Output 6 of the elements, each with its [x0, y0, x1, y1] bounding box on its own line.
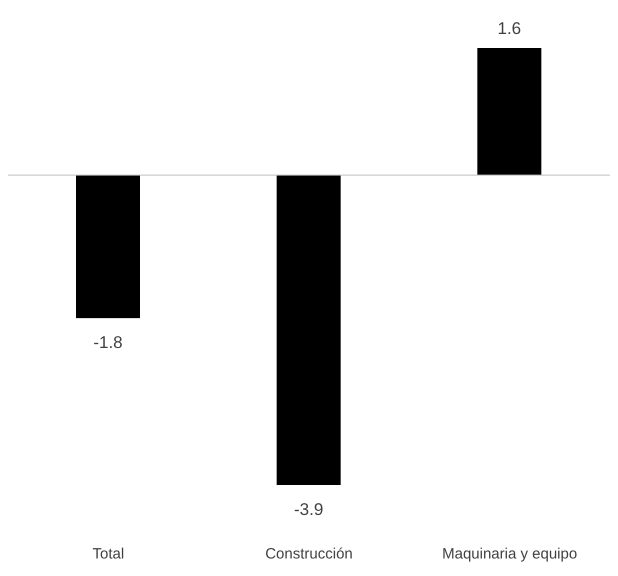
x-tick-label: Construcción — [265, 546, 353, 563]
x-tick-label: Maquinaria y equipo — [442, 546, 578, 563]
data-label: -3.9 — [294, 500, 324, 519]
x-tick-label: Total — [92, 546, 124, 563]
data-label: 1.6 — [498, 19, 522, 38]
data-label: -1.8 — [93, 333, 123, 352]
